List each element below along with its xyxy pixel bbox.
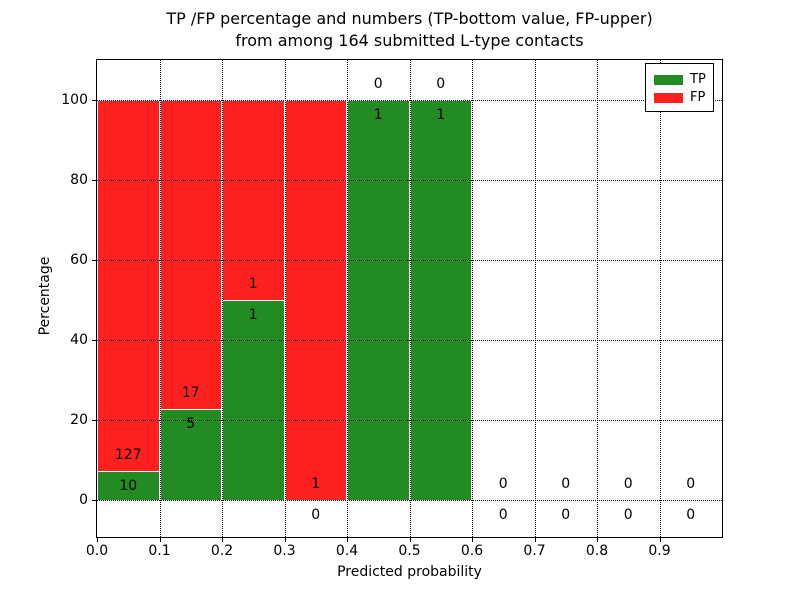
x-tick-mark: [97, 538, 98, 542]
plot-area: 127 10 17 5 1 1 1 0 0 1 0 1 0 0 0 0 0 0 0 0: [96, 59, 723, 538]
fp-count-label: 1: [248, 276, 258, 292]
x-tick-mark: [597, 538, 598, 542]
tp-swatch-icon: [654, 75, 683, 85]
y-tick-mark: [92, 340, 96, 341]
bar-tp-segment: [159, 409, 222, 500]
y-tick-label: 80: [70, 172, 88, 188]
bar-fp-segment: [159, 100, 222, 410]
x-tick-mark: [472, 538, 473, 542]
grid-line-x: [472, 60, 473, 537]
tp-count-label: 10: [119, 477, 138, 494]
bar-fp-segment: [284, 100, 347, 500]
grid-line-x: [284, 60, 286, 537]
y-tick-label: 60: [70, 252, 88, 268]
grid-line-x: [222, 60, 223, 537]
grid-line-x: [659, 60, 661, 537]
x-tick-mark: [284, 538, 286, 542]
fp-count-label: 0: [561, 476, 571, 492]
grid-line-x: [534, 60, 536, 537]
x-tick-mark: [159, 538, 161, 542]
fp-count-label: 0: [623, 476, 633, 492]
y-tick-mark: [92, 260, 96, 261]
bar-fp-segment: [97, 100, 160, 471]
chart-title-line2: from among 164 submitted L-type contacts: [235, 31, 584, 50]
grid-line-x: [409, 60, 411, 537]
tp-count-label: 5: [186, 416, 196, 433]
bar-tp-segment: [97, 470, 160, 500]
x-tick-mark: [409, 538, 411, 542]
x-tick-label: 0.3: [273, 543, 296, 559]
fp-count-label: 17: [181, 385, 200, 402]
x-tick-label: 0.1: [148, 543, 171, 559]
fp-count-label: 0: [436, 76, 446, 92]
y-tick-mark: [92, 500, 96, 501]
legend: TP FP: [645, 63, 714, 112]
x-tick-label: 0.8: [585, 543, 609, 559]
y-tick-mark: [92, 180, 96, 181]
tp-count-label: 1: [373, 107, 383, 123]
x-tick-label: 0.5: [398, 543, 421, 559]
grid-line-x: [597, 60, 598, 537]
x-tick-label: 0.2: [210, 543, 234, 559]
bar-tp-segment: [409, 100, 472, 500]
fp-count-label: 0: [686, 476, 696, 492]
tp-count-label: 1: [248, 307, 258, 323]
y-tick-label: 100: [61, 92, 88, 108]
bar-fp-segment: [222, 100, 285, 300]
legend-item-tp: TP: [654, 71, 713, 89]
y-tick-label: 40: [70, 332, 88, 348]
x-tick-mark: [347, 538, 348, 542]
y-tick-mark: [92, 420, 96, 421]
x-tick-mark: [534, 538, 536, 542]
y-tick-label: 0: [79, 492, 88, 508]
chart-title: TP /FP percentage and numbers (TP-bottom…: [97, 8, 722, 52]
grid-line-x: [347, 60, 348, 537]
x-tick-label: 0.4: [335, 543, 359, 559]
x-tick-mark: [222, 538, 223, 542]
legend-item-fp: FP: [654, 89, 713, 107]
fp-count-label: 0: [498, 476, 508, 492]
tp-count-label: 0: [498, 507, 508, 523]
fp-count-label: 1: [311, 476, 321, 492]
x-axis-label: Predicted probability: [337, 564, 482, 580]
x-tick-label: 0.6: [460, 543, 484, 559]
x-tick-label: 0.0: [85, 543, 109, 559]
fp-swatch-icon: [654, 93, 683, 103]
chart-title-line1: TP /FP percentage and numbers (TP-bottom…: [166, 9, 653, 28]
bar-tp-segment: [222, 300, 285, 500]
x-tick-mark: [659, 538, 661, 542]
tp-count-label: 0: [311, 507, 321, 523]
fp-count-label: 0: [373, 76, 383, 92]
tp-count-label: 1: [436, 107, 446, 123]
fp-count-label: 127: [114, 446, 142, 463]
legend-label-tp: TP: [690, 72, 706, 87]
bar-tp-segment: [347, 100, 410, 500]
grid-line-x: [159, 60, 161, 537]
x-tick-label: 0.9: [648, 543, 671, 559]
x-tick-label: 0.7: [523, 543, 546, 559]
tp-count-label: 0: [561, 507, 571, 523]
tp-count-label: 0: [623, 507, 633, 523]
y-tick-label: 20: [70, 412, 88, 428]
legend-label-fp: FP: [690, 90, 706, 105]
tp-count-label: 0: [686, 507, 696, 523]
y-tick-mark: [92, 100, 96, 101]
